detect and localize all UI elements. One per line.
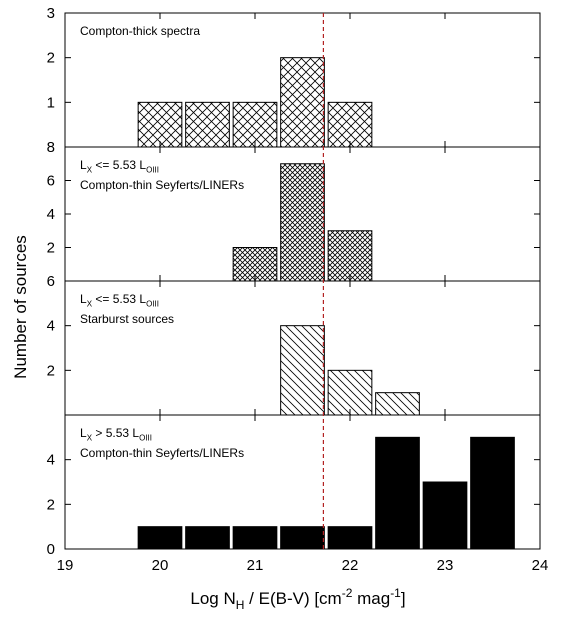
panel-2: 2 4 6 8 LX <= 5.53 LOIII Compton-thin Seyfert… bbox=[47, 139, 541, 282]
bar bbox=[280, 163, 325, 282]
y-tick-label: 1 bbox=[47, 94, 55, 111]
bar bbox=[280, 57, 325, 148]
y-tick-label: 4 bbox=[47, 318, 55, 335]
x-tick-label: 20 bbox=[152, 557, 169, 574]
panel-label: LX <= 5.53 LOIII bbox=[80, 292, 159, 309]
y-tick-label: 2 bbox=[47, 496, 55, 513]
y-tick-label: 2 bbox=[47, 50, 55, 67]
bar bbox=[327, 230, 373, 282]
y-tick-label: 2 bbox=[47, 362, 55, 379]
panel-3: 2 4 6 LX <= 5.53 LOIII Starburst sources bbox=[47, 273, 541, 416]
panel-label: Starburst sources bbox=[80, 312, 174, 326]
bar bbox=[280, 325, 325, 416]
y-tick-label: 4 bbox=[47, 452, 55, 469]
bar bbox=[375, 436, 420, 550]
bar bbox=[185, 526, 230, 550]
y-tick-label: 6 bbox=[47, 273, 55, 290]
panel-label: Compton-thin Seyferts/LINERs bbox=[80, 446, 244, 460]
y-tick-label: 4 bbox=[47, 206, 55, 223]
bar bbox=[470, 436, 515, 550]
panel-label: Compton-thin Seyferts/LINERs bbox=[80, 178, 244, 192]
bar bbox=[375, 392, 420, 416]
panel-frame bbox=[64, 414, 541, 550]
x-tick-label: 22 bbox=[342, 557, 359, 574]
bar bbox=[280, 526, 325, 550]
x-tick-label: 24 bbox=[532, 557, 549, 574]
y-tick-label: 8 bbox=[47, 139, 55, 156]
y-tick-label: 0 bbox=[47, 541, 55, 558]
y-axis-title: Number of sources bbox=[11, 235, 30, 379]
bar bbox=[137, 101, 183, 148]
x-axis-title: Log NH / E(B-V) [cm-2 mag-1] bbox=[190, 586, 405, 612]
y-tick-label: 6 bbox=[47, 173, 55, 190]
bar bbox=[232, 101, 278, 148]
bar bbox=[327, 369, 373, 416]
panel-label: LX <= 5.53 LOIII bbox=[80, 158, 159, 175]
bar bbox=[422, 481, 468, 550]
panel-1: 1 2 3 Compton-thick spectra bbox=[47, 5, 541, 148]
y-tick-label: 2 bbox=[47, 240, 55, 257]
panel-label: Compton-thick spectra bbox=[80, 24, 200, 38]
bar bbox=[327, 101, 373, 148]
bar bbox=[185, 101, 230, 148]
x-tick-label: 23 bbox=[437, 557, 454, 574]
panel-label: LX > 5.53 LOIII bbox=[80, 426, 152, 443]
x-tick-label: 19 bbox=[57, 557, 74, 574]
x-tick-label: 21 bbox=[247, 557, 264, 574]
y-tick-label: 3 bbox=[47, 5, 55, 22]
